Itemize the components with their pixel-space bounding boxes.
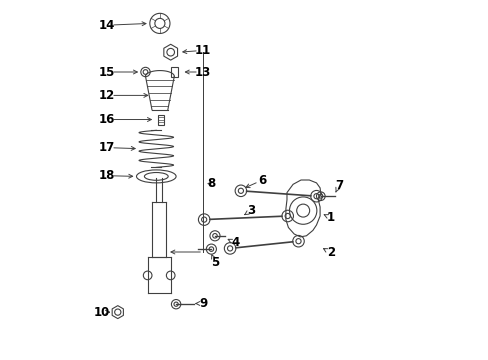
Text: 2: 2 bbox=[326, 246, 334, 259]
Text: 7: 7 bbox=[334, 179, 342, 192]
Text: 13: 13 bbox=[195, 66, 211, 78]
Text: 9: 9 bbox=[199, 297, 207, 310]
Text: 11: 11 bbox=[195, 44, 211, 57]
Text: 10: 10 bbox=[94, 306, 110, 319]
Text: 5: 5 bbox=[210, 256, 219, 269]
Text: 16: 16 bbox=[99, 113, 115, 126]
Text: 8: 8 bbox=[206, 177, 215, 190]
Text: 17: 17 bbox=[99, 141, 115, 154]
Text: 18: 18 bbox=[99, 169, 115, 182]
Text: 6: 6 bbox=[258, 174, 266, 186]
Text: 14: 14 bbox=[99, 19, 115, 32]
Text: 3: 3 bbox=[246, 204, 255, 217]
Bar bbox=[170, 67, 178, 77]
Text: 4: 4 bbox=[231, 237, 239, 249]
Text: 1: 1 bbox=[326, 211, 334, 224]
Text: 12: 12 bbox=[99, 89, 115, 102]
Bar bbox=[158, 115, 163, 125]
Text: 15: 15 bbox=[99, 66, 115, 78]
